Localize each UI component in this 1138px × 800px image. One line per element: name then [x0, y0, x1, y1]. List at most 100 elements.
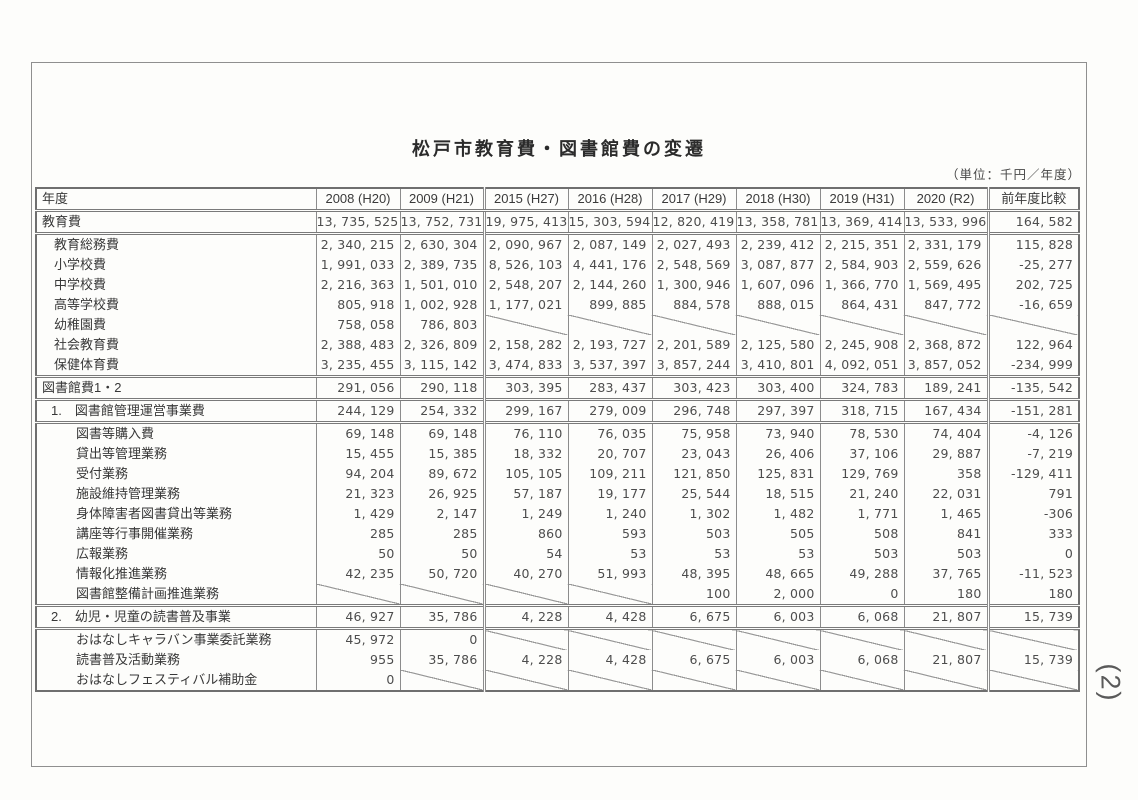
table-row: 広報業務 50 50 54 53 53 53 503 503 0	[35, 544, 1079, 564]
value-cell: 6, 675	[651, 650, 736, 670]
value-cell: 303, 395	[482, 375, 568, 400]
value-cell: 2, 144, 260	[567, 275, 652, 295]
value-cell: 94, 204	[315, 464, 400, 484]
row-label: 教育総務費	[35, 232, 316, 255]
value-cell: 786, 803	[399, 315, 484, 335]
header-row: 年度 2008 (H20) 2009 (H21) 2015 (H27) 2016 (H2…	[35, 188, 1079, 212]
value-cell: 26, 406	[735, 444, 820, 464]
value-cell: 758, 058	[315, 315, 400, 335]
table-row: 図書館費1・2 291, 056 290, 118 303, 395 283, 437 3…	[35, 375, 1079, 400]
value-cell: 2, 389, 735	[399, 255, 484, 275]
value-cell: 50	[399, 544, 484, 564]
value-cell: 860	[482, 524, 568, 544]
empty-slash-cell	[735, 315, 820, 335]
value-cell: 1, 429	[315, 504, 400, 524]
value-cell: 21, 240	[819, 484, 904, 504]
value-cell: 6, 003	[735, 650, 820, 670]
empty-slash-cell	[482, 670, 568, 691]
value-cell: 2, 125, 580	[735, 335, 820, 355]
value-cell: 49, 288	[819, 564, 904, 584]
value-cell: -234, 999	[986, 355, 1079, 377]
value-cell: 13, 358, 781	[735, 210, 820, 234]
value-cell: 303, 423	[651, 375, 736, 400]
value-cell: 6, 068	[819, 604, 904, 629]
value-cell: 2, 368, 872	[903, 335, 988, 355]
table-row: 受付業務 94, 204 89, 672 105, 105 109, 211 121, 8…	[35, 464, 1079, 484]
value-cell: 50, 720	[399, 564, 484, 584]
value-cell: 4, 441, 176	[567, 255, 652, 275]
value-cell: 3, 474, 833	[482, 355, 568, 377]
row-label: 図書等購入費	[35, 421, 316, 444]
table-row: 教育費 13, 735, 525 13, 752, 731 19, 975, 413 1…	[35, 210, 1079, 234]
row-label: 施設維持管理業務	[35, 484, 316, 504]
empty-slash-cell	[399, 670, 484, 691]
value-cell: 26, 925	[399, 484, 484, 504]
empty-slash-cell	[567, 315, 652, 335]
value-cell: 318, 715	[819, 398, 904, 423]
value-cell: 23, 043	[651, 444, 736, 464]
row-label: 身体障害者図書貸出等業務	[35, 504, 316, 524]
value-cell: 54	[482, 544, 568, 564]
value-cell: 76, 110	[482, 421, 568, 444]
empty-slash-cell	[986, 627, 1079, 650]
row-label: おはなしフェスティバル補助金	[35, 670, 316, 691]
empty-slash-cell	[315, 584, 400, 606]
value-cell: 2, 201, 589	[651, 335, 736, 355]
empty-slash-cell	[567, 584, 652, 606]
value-cell: 503	[819, 544, 904, 564]
value-cell: 105, 105	[482, 464, 568, 484]
value-cell: 593	[567, 524, 652, 544]
value-cell: 164, 582	[986, 210, 1079, 234]
value-cell: 1, 771	[819, 504, 904, 524]
empty-slash-cell	[651, 315, 736, 335]
row-label: 図書館整備計画推進業務	[35, 584, 316, 606]
row-label: おはなしキャラバン事業委託業務	[35, 627, 316, 650]
row-label: 広報業務	[35, 544, 316, 564]
empty-slash-cell	[651, 627, 736, 650]
value-cell: 884, 578	[651, 295, 736, 315]
value-cell: 4, 428	[567, 650, 652, 670]
value-cell: 25, 544	[651, 484, 736, 504]
column-header: 2019 (H31)	[819, 188, 904, 212]
value-cell: 2, 239, 412	[735, 232, 820, 255]
value-cell: 15, 455	[315, 444, 400, 464]
value-cell: 358	[903, 464, 988, 484]
row-label: 貸出等管理業務	[35, 444, 316, 464]
value-cell: 12, 820, 419	[651, 210, 736, 234]
value-cell: 15, 739	[986, 604, 1079, 629]
value-cell: 125, 831	[735, 464, 820, 484]
handwritten-page-number: (2)	[1095, 663, 1126, 703]
value-cell: 299, 167	[482, 398, 568, 423]
value-cell: 53	[651, 544, 736, 564]
value-cell: 2, 326, 809	[399, 335, 484, 355]
value-cell: 19, 975, 413	[482, 210, 568, 234]
value-cell: 296, 748	[651, 398, 736, 423]
value-cell: 955	[315, 650, 400, 670]
value-cell: 3, 115, 142	[399, 355, 484, 377]
value-cell: 167, 434	[903, 398, 988, 423]
value-cell: -25, 277	[986, 255, 1079, 275]
row-label: 受付業務	[35, 464, 316, 484]
value-cell: 29, 887	[903, 444, 988, 464]
value-cell: 297, 397	[735, 398, 820, 423]
value-cell: 50	[315, 544, 400, 564]
table-row: 1. 図書館管理運営事業費 244, 129 254, 332 299, 167 279…	[35, 398, 1079, 423]
row-label: 2. 幼児・児童の読書普及事業	[35, 604, 316, 629]
value-cell: 864, 431	[819, 295, 904, 315]
value-cell: 15, 739	[986, 650, 1079, 670]
row-label: 社会教育費	[35, 335, 316, 355]
value-cell: 1, 002, 928	[399, 295, 484, 315]
empty-slash-cell	[482, 315, 568, 335]
empty-slash-cell	[651, 670, 736, 691]
value-cell: 3, 410, 801	[735, 355, 820, 377]
value-cell: 2, 000	[735, 584, 820, 606]
table-row: 教育総務費 2, 340, 215 2, 630, 304 2, 090, 967 2,…	[35, 232, 1079, 255]
value-cell: 847, 772	[903, 295, 988, 315]
value-cell: 69, 148	[315, 421, 400, 444]
empty-slash-cell	[567, 627, 652, 650]
value-cell: 2, 559, 626	[903, 255, 988, 275]
value-cell: 40, 270	[482, 564, 568, 584]
page-frame: 松戸市教育費・図書館費の変遷 （単位：千円／年度） 年度 2008 (H20) 20…	[31, 62, 1087, 767]
value-cell: 109, 211	[567, 464, 652, 484]
value-cell: 53	[567, 544, 652, 564]
